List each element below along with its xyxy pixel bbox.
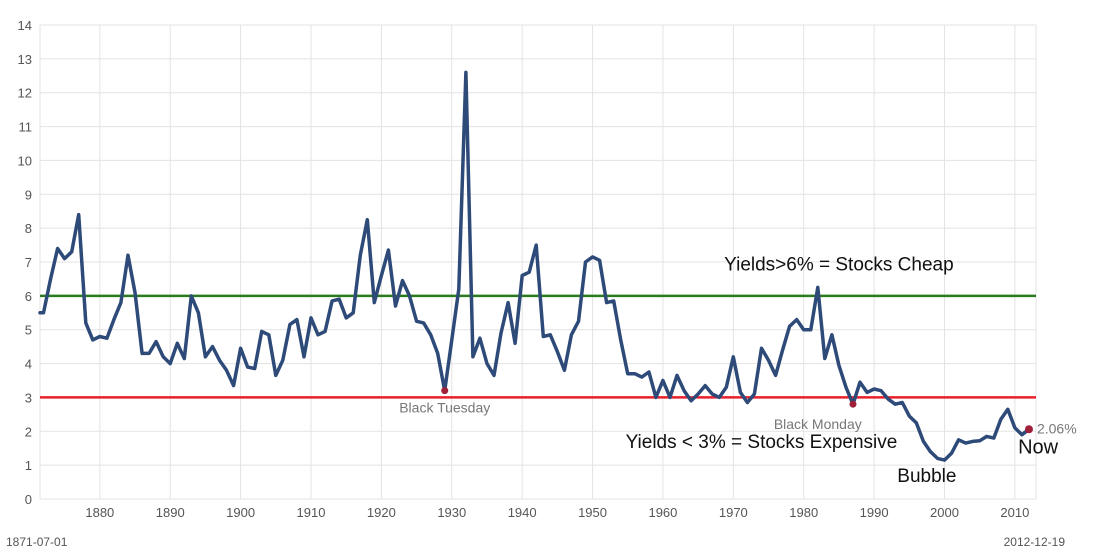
x-tick-label: 1970 bbox=[719, 505, 748, 520]
x-tick-label: 2000 bbox=[930, 505, 959, 520]
event-markers bbox=[441, 387, 1033, 434]
event-marker-point bbox=[849, 400, 857, 408]
y-tick-label: 7 bbox=[25, 255, 32, 270]
x-tick-label: 1990 bbox=[860, 505, 889, 520]
y-tick-label: 14 bbox=[18, 18, 32, 33]
x-tick-label: 1980 bbox=[789, 505, 818, 520]
x-tick-label: 2010 bbox=[1000, 505, 1029, 520]
annotations: Black Tuesday Black Monday 2.06% Yields>6% … bbox=[399, 254, 1076, 487]
x-axis: 1880 1890 1900 1910 1920 1930 1940 1950 1960 1970… bbox=[85, 505, 1029, 520]
range-end-label: 2012-12-19 bbox=[1004, 535, 1066, 549]
y-tick-label: 6 bbox=[25, 289, 32, 304]
y-tick-label: 5 bbox=[25, 323, 32, 338]
x-tick-label: 1940 bbox=[508, 505, 537, 520]
y-tick-label: 2 bbox=[25, 424, 32, 439]
y-tick-label: 13 bbox=[18, 52, 32, 67]
x-tick-label: 1920 bbox=[367, 505, 396, 520]
cheap-annotation: Yields>6% = Stocks Cheap bbox=[724, 254, 954, 275]
x-tick-label: 1930 bbox=[437, 505, 466, 520]
y-tick-label: 11 bbox=[19, 120, 33, 135]
event-marker-point bbox=[441, 387, 449, 395]
y-tick-label: 0 bbox=[25, 492, 32, 507]
event-marker-label: Black Tuesday bbox=[399, 400, 490, 416]
current-value-point bbox=[1024, 425, 1033, 434]
current-value-label: 2.06% bbox=[1037, 420, 1077, 436]
grid bbox=[39, 24, 1037, 500]
y-tick-label: 4 bbox=[25, 357, 32, 372]
yield-series-line bbox=[38, 70, 1031, 462]
x-tick-label: 1900 bbox=[226, 505, 255, 520]
x-tick-label: 1950 bbox=[578, 505, 607, 520]
y-tick-label: 1 bbox=[25, 458, 32, 473]
expensive-annotation: Yields < 3% = Stocks Expensive bbox=[626, 432, 898, 453]
x-tick-label: 1960 bbox=[648, 505, 677, 520]
series bbox=[38, 70, 1031, 462]
x-tick-label: 1890 bbox=[156, 505, 185, 520]
reference-lines bbox=[40, 294, 1036, 399]
y-tick-label: 10 bbox=[18, 153, 32, 168]
range-start-label: 1871-07-01 bbox=[6, 535, 68, 549]
y-tick-label: 3 bbox=[25, 390, 32, 405]
x-tick-label: 1910 bbox=[297, 505, 326, 520]
x-tick-label: 1880 bbox=[85, 505, 114, 520]
y-tick-label: 9 bbox=[25, 187, 32, 202]
event-marker-label: Black Monday bbox=[774, 416, 862, 432]
bubble-annotation: Bubble bbox=[897, 466, 956, 487]
now-annotation: Now bbox=[1018, 436, 1059, 458]
y-tick-label: 12 bbox=[18, 86, 32, 101]
y-tick-label: 8 bbox=[25, 221, 32, 236]
